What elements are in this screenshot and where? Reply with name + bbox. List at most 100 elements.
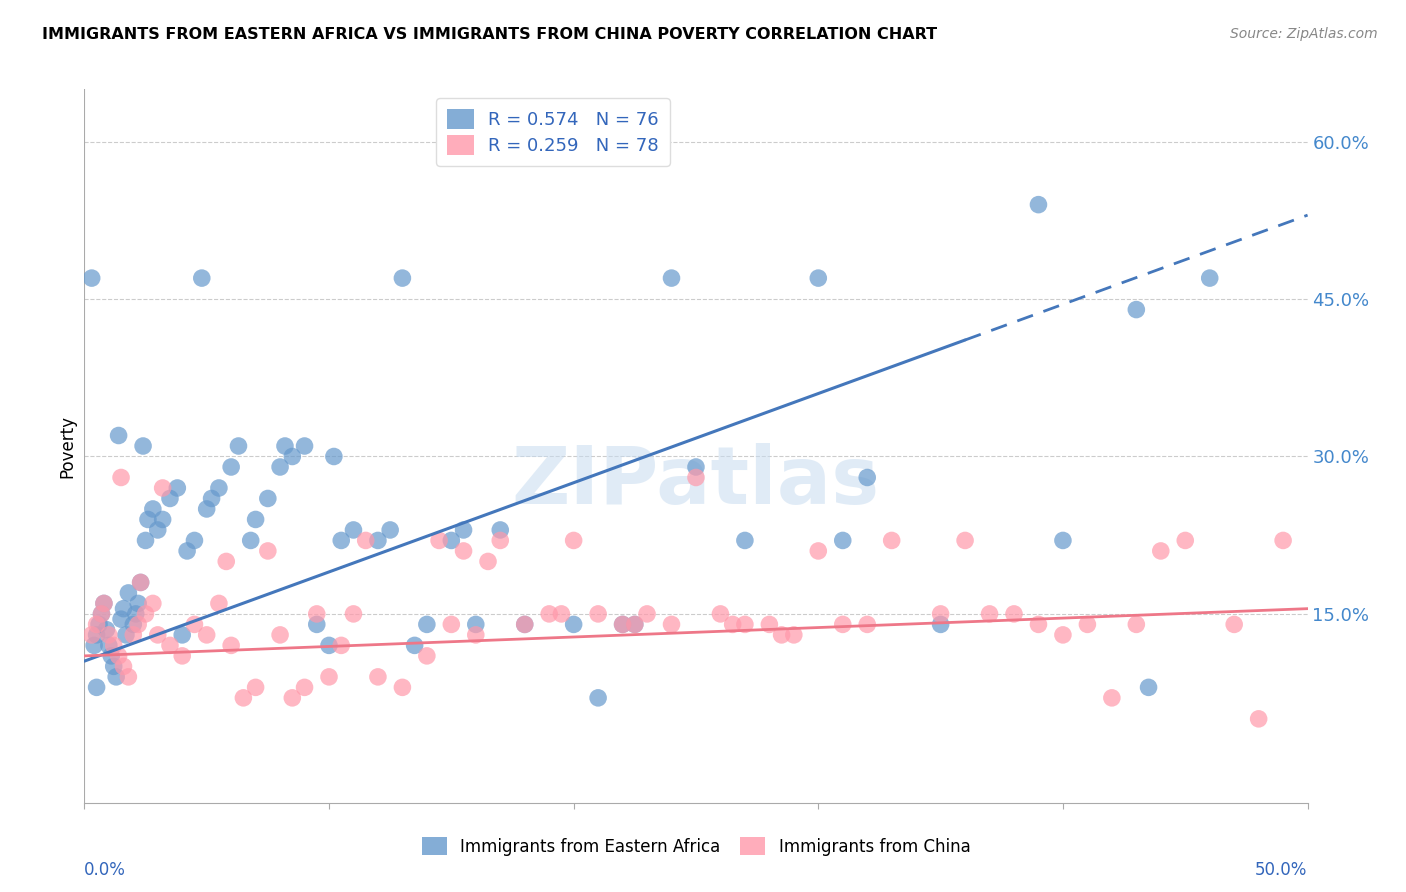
Point <box>322 450 344 464</box>
Point <box>1247 712 1270 726</box>
Point <box>232 690 254 705</box>
Point <box>1174 533 1197 548</box>
Point <box>1101 690 1123 705</box>
Point <box>208 481 231 495</box>
Point <box>1052 628 1074 642</box>
Point <box>624 617 647 632</box>
Point <box>132 439 155 453</box>
Point <box>127 596 149 610</box>
Point <box>770 628 793 642</box>
Point <box>831 533 853 548</box>
Point <box>391 271 413 285</box>
Point <box>685 470 707 484</box>
Point <box>159 491 181 506</box>
Point <box>281 690 304 705</box>
Point <box>1223 617 1246 632</box>
Point <box>367 533 389 548</box>
Point <box>294 681 316 695</box>
Point <box>274 439 297 453</box>
Point <box>354 533 377 548</box>
Point <box>929 607 952 621</box>
Point <box>200 491 222 506</box>
Point <box>90 607 112 621</box>
Point <box>538 607 561 621</box>
Point <box>550 607 572 621</box>
Point <box>269 460 291 475</box>
Point <box>97 628 120 642</box>
Point <box>464 628 486 642</box>
Point <box>80 628 103 642</box>
Point <box>342 523 364 537</box>
Point <box>152 481 174 495</box>
Point <box>96 623 118 637</box>
Point <box>1125 302 1147 317</box>
Point <box>612 617 634 632</box>
Point <box>90 607 112 621</box>
Point <box>929 617 952 632</box>
Point <box>513 617 536 632</box>
Text: ZIPatlas: ZIPatlas <box>512 442 880 521</box>
Point <box>215 554 238 568</box>
Point <box>1198 271 1220 285</box>
Point <box>176 544 198 558</box>
Point <box>219 460 242 475</box>
Point <box>586 690 609 705</box>
Point <box>661 271 683 285</box>
Point <box>453 544 475 558</box>
Point <box>135 533 157 548</box>
Point <box>257 544 280 558</box>
Point <box>110 470 132 484</box>
Point <box>122 628 145 642</box>
Point <box>146 523 169 537</box>
Point <box>183 533 205 548</box>
Point <box>979 607 1001 621</box>
Text: 0.0%: 0.0% <box>84 861 127 879</box>
Point <box>83 639 105 653</box>
Point <box>1137 681 1160 695</box>
Point <box>135 607 157 621</box>
Point <box>105 670 128 684</box>
Point <box>330 639 353 653</box>
Point <box>440 533 463 548</box>
Point <box>1028 617 1050 632</box>
Point <box>183 617 205 632</box>
Point <box>172 648 194 663</box>
Point <box>122 617 145 632</box>
Point <box>80 271 103 285</box>
Point <box>195 628 218 642</box>
Point <box>380 523 402 537</box>
Point <box>110 612 132 626</box>
Point <box>97 639 120 653</box>
Point <box>562 617 585 632</box>
Point <box>152 512 174 526</box>
Point <box>1028 197 1050 211</box>
Point <box>305 617 328 632</box>
Point <box>318 639 340 653</box>
Point <box>117 586 139 600</box>
Point <box>1002 607 1025 621</box>
Text: Source: ZipAtlas.com: Source: ZipAtlas.com <box>1230 27 1378 41</box>
Point <box>513 617 536 632</box>
Point <box>159 639 181 653</box>
Point <box>86 628 108 642</box>
Point <box>172 628 194 642</box>
Point <box>86 681 108 695</box>
Point <box>112 601 135 615</box>
Point <box>129 575 152 590</box>
Point <box>103 639 125 653</box>
Point <box>1150 544 1173 558</box>
Point <box>239 533 262 548</box>
Point <box>489 533 512 548</box>
Point <box>807 544 830 558</box>
Point <box>856 617 879 632</box>
Point <box>734 617 756 632</box>
Y-axis label: Poverty: Poverty <box>58 415 76 477</box>
Point <box>453 523 475 537</box>
Point <box>624 617 647 632</box>
Point <box>103 659 125 673</box>
Point <box>294 439 316 453</box>
Point <box>112 659 135 673</box>
Point <box>142 502 165 516</box>
Point <box>257 491 280 506</box>
Point <box>758 617 780 632</box>
